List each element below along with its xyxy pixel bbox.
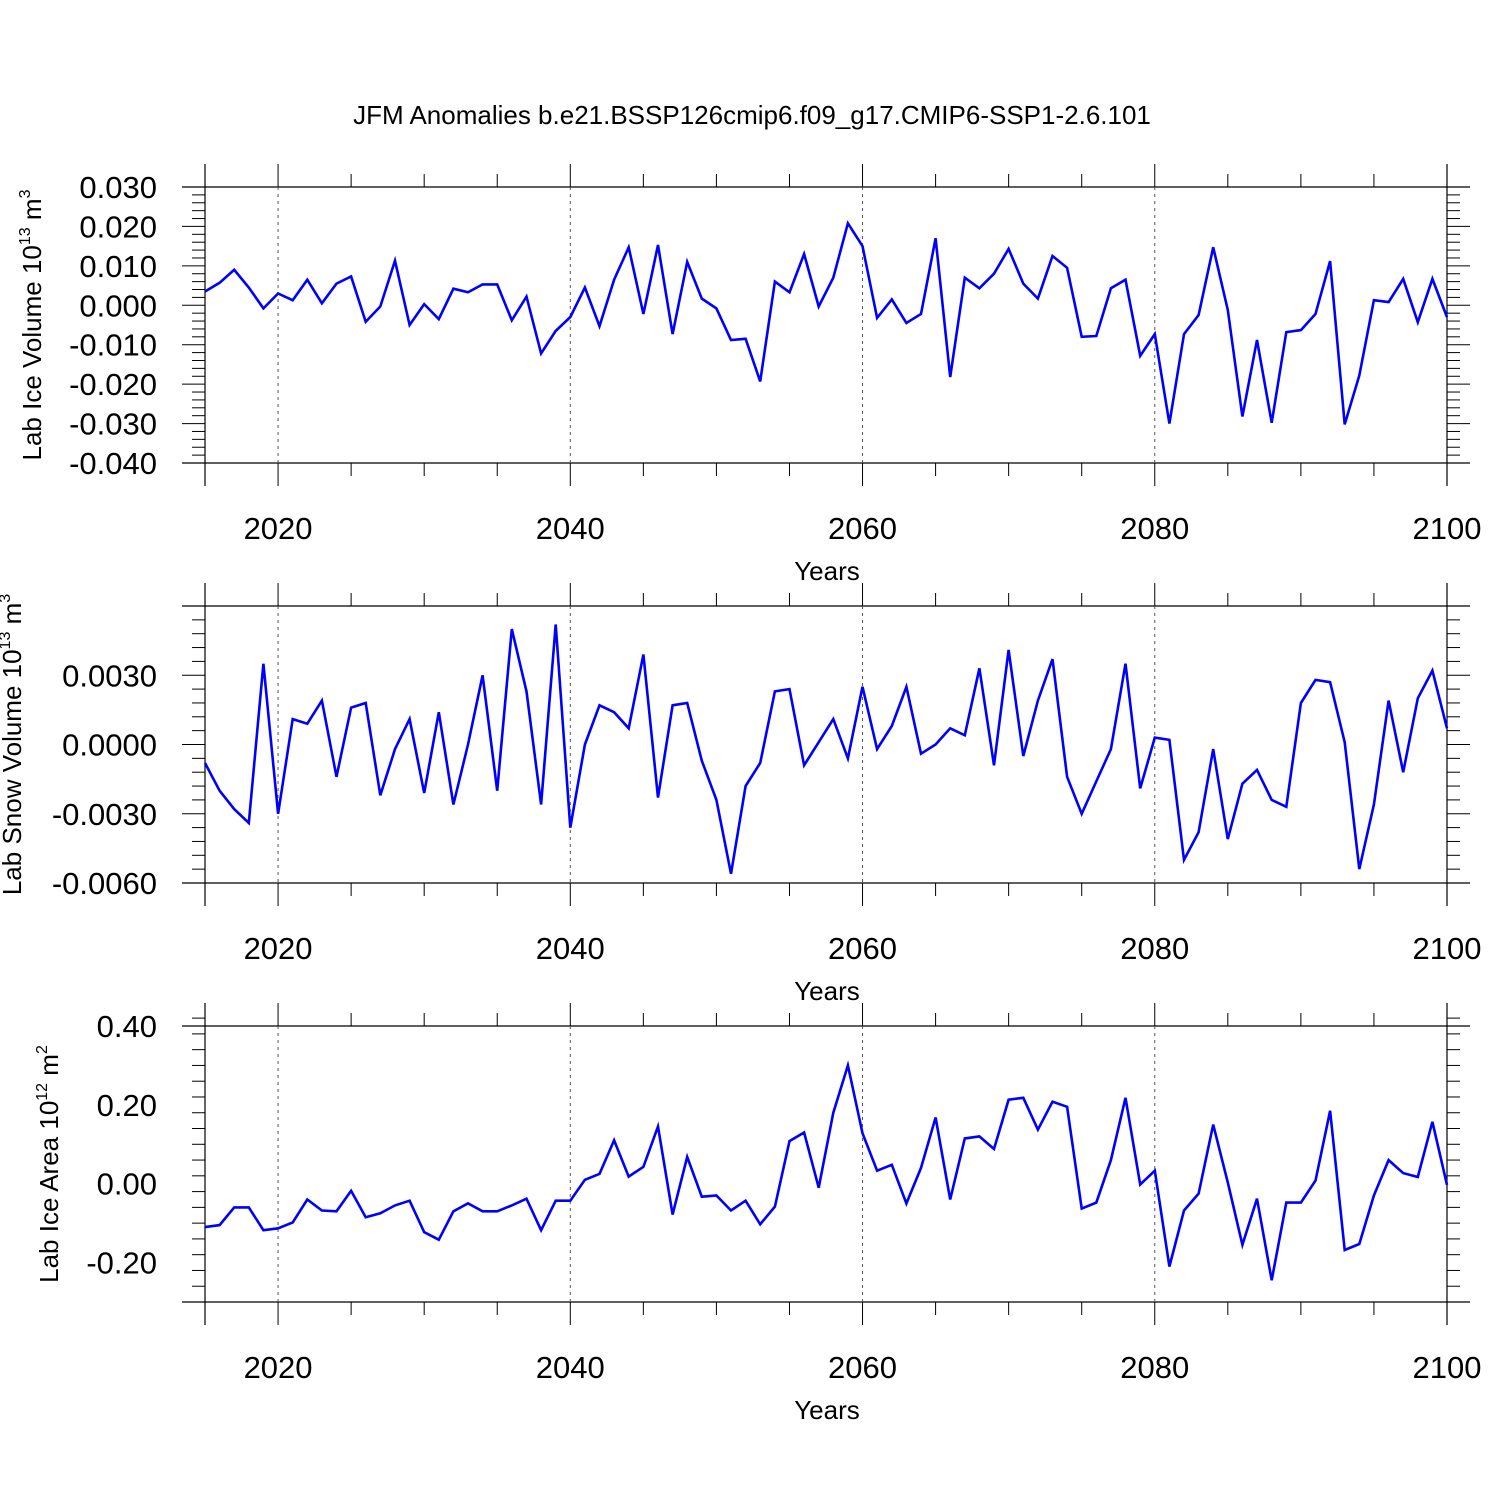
chart-title: JFM Anomalies b.e21.BSSP126cmip6.f09_g17…	[353, 100, 1151, 130]
x-tick-label: 2060	[828, 1350, 897, 1385]
y-axis-label: Lab Snow Volume 1013 m3	[0, 594, 27, 895]
x-tick-label: 2100	[1413, 931, 1482, 966]
x-tick-label: 2100	[1413, 511, 1482, 546]
x-tick-label: 2060	[828, 511, 897, 546]
y-tick-label: -0.20	[86, 1246, 157, 1281]
y-axis-label: Lab Ice Volume 1013 m3	[17, 189, 47, 460]
panel-3: 0.40 0.20 0.00 -0.20 2020 2040 2060 2080 2100 Yea…	[34, 1003, 1481, 1425]
x-tick-label: 2020	[244, 511, 313, 546]
y-tick-label: 0.40	[97, 1009, 157, 1044]
series-line	[204, 1060, 1449, 1281]
series-line	[204, 220, 1449, 425]
x-tick-label: 2020	[244, 1350, 313, 1385]
y-tick-label: -0.010	[69, 328, 157, 363]
x-tick-label: 2080	[1120, 1350, 1189, 1385]
y-tick-label: 0.020	[79, 209, 157, 244]
y-tick-label: 0.0000	[62, 728, 157, 763]
y-tick-label: -0.030	[69, 407, 157, 442]
y-axis-label: Lab Ice Area 1012 m2	[34, 1045, 64, 1283]
y-tick-label: 0.0030	[62, 658, 157, 693]
y-tick-label: 0.030	[79, 170, 157, 205]
y-tick-label: 0.00	[97, 1167, 157, 1202]
y-tick-label: -0.0060	[52, 866, 157, 901]
panel-1: 0.030 0.020 0.010 0.000 -0.010 -0.020 -0.030 -0…	[17, 164, 1481, 586]
panel-2: 0.0030 0.0000 -0.0030 -0.0060 2020 2040 2060 20…	[0, 583, 1481, 1006]
y-tick-label: 0.010	[79, 249, 157, 284]
series-line	[203, 624, 1449, 875]
x-axis-label: Years	[794, 556, 860, 586]
y-tick-label: -0.040	[69, 446, 157, 481]
y-tick-label: 0.000	[79, 288, 157, 323]
y-tick-label: -0.020	[69, 367, 157, 402]
y-tick-label: 0.20	[97, 1088, 157, 1123]
x-tick-label: 2060	[828, 931, 897, 966]
x-tick-label: 2020	[244, 931, 313, 966]
x-tick-label: 2100	[1413, 1350, 1482, 1385]
y-tick-label: -0.0030	[52, 797, 157, 832]
x-axis-label: Years	[794, 976, 860, 1006]
x-tick-label: 2040	[536, 931, 605, 966]
x-tick-label: 2040	[536, 1350, 605, 1385]
x-axis-label: Years	[794, 1395, 860, 1425]
x-tick-label: 2080	[1120, 931, 1189, 966]
x-tick-label: 2080	[1120, 511, 1189, 546]
x-tick-label: 2040	[536, 511, 605, 546]
